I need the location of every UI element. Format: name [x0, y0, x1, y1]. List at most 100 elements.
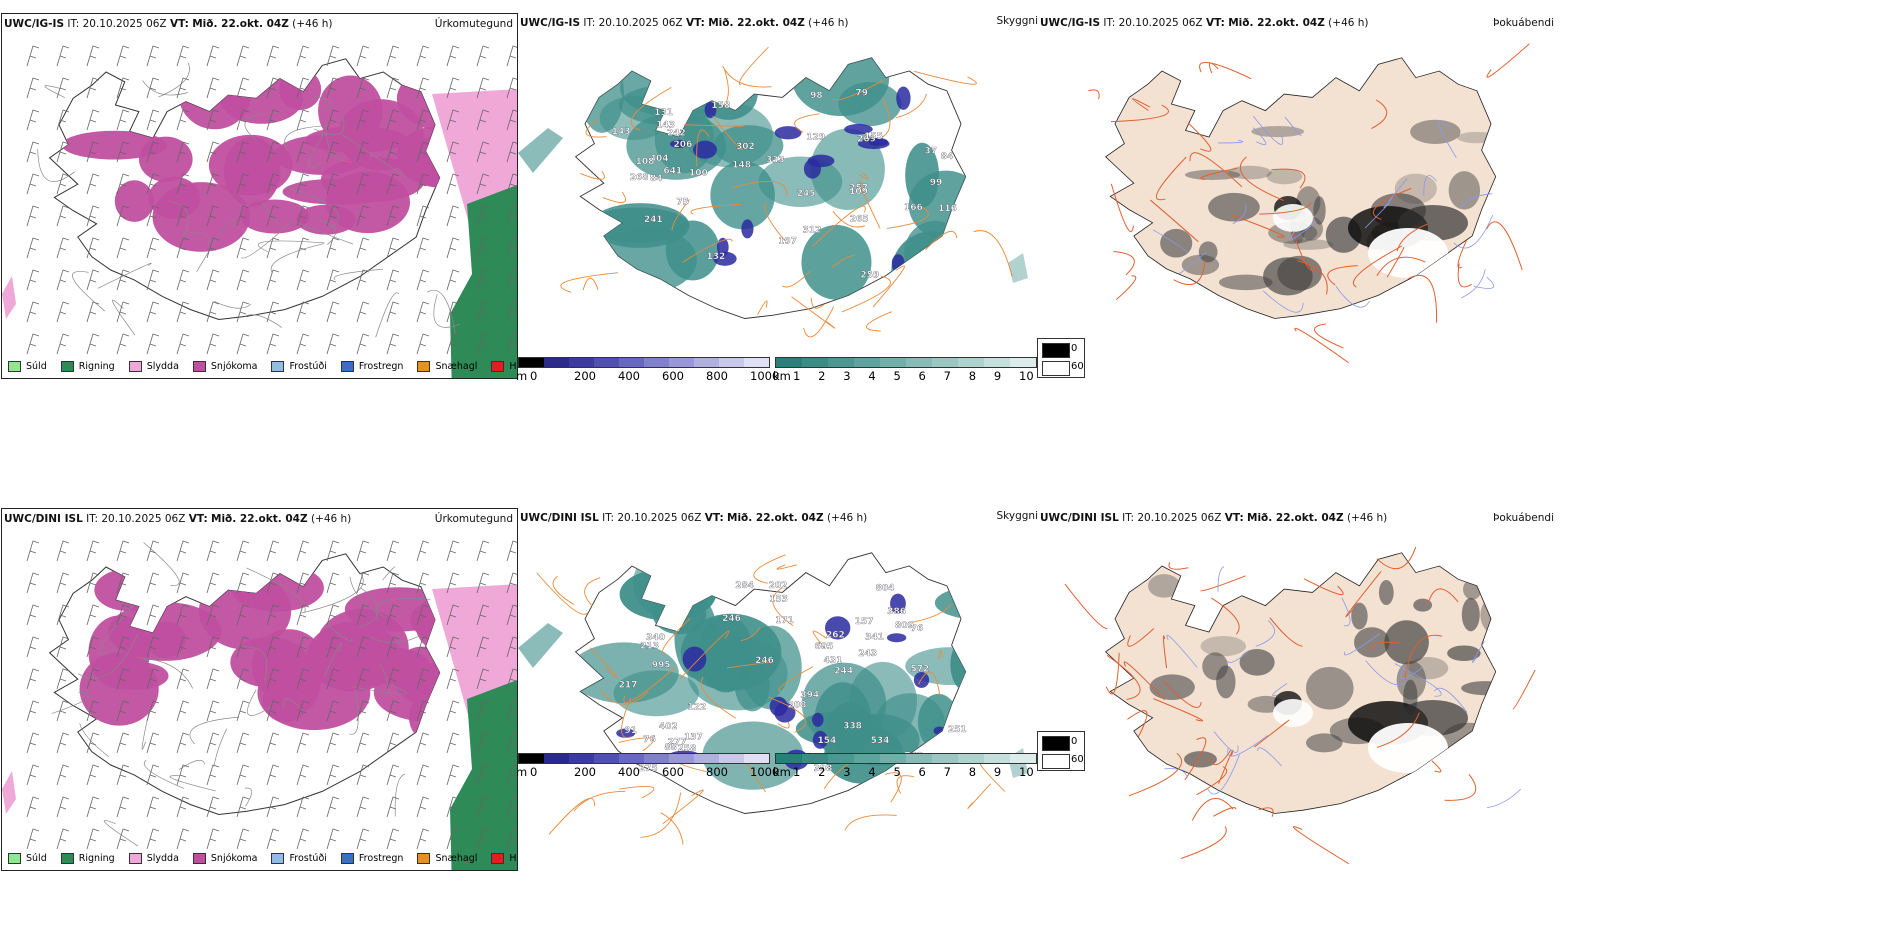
colorbar-tick: 8	[968, 369, 977, 383]
colorbar-segment	[669, 358, 694, 367]
wind-barb	[266, 333, 280, 355]
wind-barb	[506, 604, 517, 626]
road-line	[326, 624, 353, 642]
panel-header: UWC/IG-IS IT: 20.10.2025 06Z VT: Mið. 22…	[4, 18, 333, 30]
wind-barb	[26, 700, 40, 722]
road-line	[213, 728, 228, 767]
wind-barb	[266, 668, 280, 690]
road-line	[918, 671, 941, 696]
road-line	[333, 268, 384, 281]
wind-barb	[326, 109, 340, 131]
snow-area	[152, 182, 250, 252]
snow-area	[146, 621, 186, 659]
wind-barb	[266, 764, 280, 786]
wind-barb	[56, 796, 70, 818]
wind-barb	[446, 301, 460, 323]
legend-item: Frostregn	[340, 853, 403, 864]
fog-area	[1457, 131, 1496, 144]
road-line	[858, 172, 869, 180]
road-line	[858, 180, 881, 229]
road-line	[573, 790, 626, 812]
road-line	[241, 219, 294, 259]
colorbar-segment	[776, 358, 802, 367]
river-line	[1388, 177, 1408, 203]
river-line	[1232, 203, 1247, 225]
wind-barb	[326, 237, 340, 259]
snow-area	[329, 646, 430, 685]
road-line	[679, 630, 730, 680]
road-line	[1303, 578, 1344, 596]
colorbar-tick: 9	[993, 369, 1002, 383]
wind-barb	[116, 700, 130, 722]
wind-barb	[476, 77, 490, 99]
wind-barb	[266, 604, 280, 626]
cloud-base-value: 246	[755, 656, 774, 666]
colorbar-segment	[644, 358, 669, 367]
wind-barb	[206, 572, 220, 594]
wind-barb	[146, 109, 160, 131]
cloud-base-value: 338	[843, 722, 862, 732]
wind-barb	[476, 269, 490, 291]
wind-barb	[176, 333, 190, 355]
river-line	[1207, 754, 1240, 795]
wind-barb	[356, 141, 370, 163]
road-line	[768, 696, 807, 733]
colorbar-segment	[1010, 358, 1036, 367]
cloud-base-value: 804	[876, 583, 895, 593]
cloud-base-value: 79	[855, 89, 868, 99]
wind-barb	[146, 668, 160, 690]
wind-barb	[146, 141, 160, 163]
road-line	[662, 618, 691, 654]
wind-barb	[416, 732, 430, 754]
wind-barb	[386, 173, 400, 195]
wind-barb	[446, 828, 460, 850]
road-line	[623, 667, 676, 704]
road-line	[1207, 749, 1232, 766]
wind-barb	[56, 109, 70, 131]
road-line	[772, 586, 794, 626]
river-line	[1164, 768, 1188, 778]
wind-barb	[56, 269, 70, 291]
wind-barb	[116, 604, 130, 626]
legend-label: Snjókoma	[210, 361, 258, 372]
wind-barb	[176, 173, 190, 195]
road-line	[1372, 187, 1412, 220]
river-line	[1335, 285, 1370, 308]
river-line	[1400, 666, 1424, 680]
legend-swatch	[340, 853, 354, 864]
wind-barb	[266, 173, 280, 195]
colorbar-tick: 2	[818, 765, 826, 779]
fog-area	[1313, 196, 1326, 225]
road-line	[270, 243, 324, 273]
fog-area	[1239, 648, 1275, 676]
road-line	[895, 93, 927, 119]
cloud-base-value: 284	[735, 581, 754, 591]
cloud-base-value: 213	[640, 642, 659, 652]
wind-barb	[86, 604, 100, 626]
cloud-base-area	[812, 730, 828, 749]
wind-barb	[56, 141, 70, 163]
road-line	[1123, 661, 1166, 701]
colorbar-tick: 400	[618, 369, 640, 383]
cloud-base-area	[741, 219, 754, 239]
cloud-base-value: 277	[668, 737, 687, 747]
wind-barb	[326, 45, 340, 67]
wind-barb	[266, 796, 280, 818]
wind-barb	[476, 764, 490, 786]
wind-barb	[146, 828, 160, 850]
road-line	[1512, 669, 1536, 710]
wind-barb	[296, 301, 310, 323]
wind-barb	[86, 301, 100, 323]
wind-barb	[176, 269, 190, 291]
wind-barb	[386, 45, 400, 67]
legend-label: Frostúði	[289, 853, 327, 864]
cloud-base-value: 809	[895, 621, 914, 631]
road-line	[1427, 588, 1459, 604]
road-line	[317, 219, 336, 245]
wind-barb	[86, 109, 100, 131]
wind-barb	[296, 237, 310, 259]
road-line	[925, 230, 958, 251]
wind-barb	[56, 45, 70, 67]
fog-area	[1216, 665, 1236, 699]
cloud-base-value: 605	[815, 642, 834, 652]
